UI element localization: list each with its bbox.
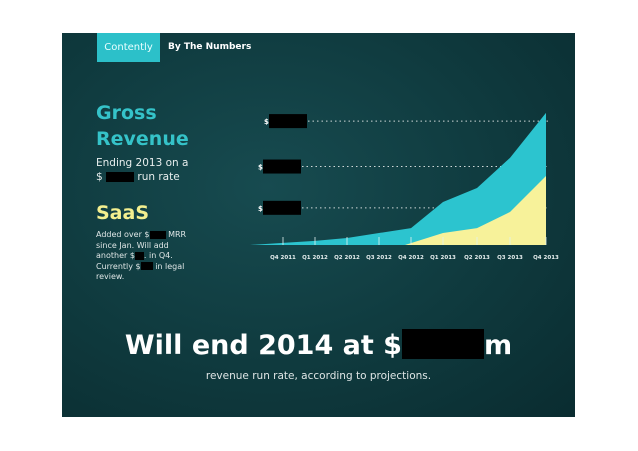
gross-revenue-area (250, 112, 546, 245)
saas-text: Added over $ (96, 230, 150, 239)
saas-text: another $ (96, 251, 135, 260)
gross-title-line1: Gross (96, 102, 157, 124)
x-tick-label: Q4 2011 (270, 255, 296, 261)
gross-revenue-heading: Gross Revenue (96, 100, 189, 152)
x-tick-label: Q4 2013 (533, 255, 559, 261)
redacted-box (106, 171, 135, 183)
redacted-box (263, 159, 301, 174)
headline-suffix: m (483, 330, 513, 361)
ending-suffix: run rate (137, 171, 180, 183)
x-tick-label: Q4 2012 (398, 255, 424, 261)
ending-line1: Ending 2013 on a (96, 157, 189, 169)
contently-logo: Contently (97, 33, 160, 62)
gross-revenue-description: Ending 2013 on a $ run rate (96, 156, 188, 184)
headline-subtext: revenue run rate, according to projectio… (205, 370, 432, 382)
saas-area (405, 176, 546, 245)
headline-prefix: Will end 2014 at $ (124, 330, 402, 361)
y-tick-label: $ (258, 205, 263, 213)
headline: Will end 2014 at $ m (62, 329, 575, 361)
x-tick-label: Q2 2013 (464, 255, 490, 261)
x-tick-label: Q2 2012 (334, 255, 360, 261)
revenue-area-chart: $ $ $ Q4 2011 Q1 2012 Q2 2012 Q3 2012 Q4 2012 Q1… (250, 112, 559, 261)
saas-description: Added over $ MRR since Jan. Will add ano… (96, 230, 206, 283)
x-tick-label: Q1 2013 (430, 255, 456, 261)
x-tick-label: Q3 2012 (366, 255, 392, 261)
y-tick-label: $ (258, 164, 263, 172)
ending-prefix: $ (96, 171, 103, 183)
redacted-box (140, 262, 153, 270)
slide-header-title: By The Numbers (168, 42, 252, 52)
redacted-box (149, 230, 166, 239)
saas-text: in legal (155, 261, 185, 271)
y-tick-label: $ (264, 118, 269, 126)
saas-text: Currently $ (96, 261, 141, 271)
redacted-box (401, 329, 484, 359)
saas-text: MRR (168, 230, 187, 239)
saas-text: review. (96, 272, 125, 281)
x-tick-label: Q1 2012 (302, 255, 328, 261)
gross-title-line2: Revenue (96, 128, 189, 150)
slide: Contently By The Numbers Gross Revenue E… (62, 33, 575, 417)
saas-text: . in Q4. (143, 251, 173, 260)
x-tick-label: Q3 2013 (497, 255, 523, 261)
saas-text: since Jan. Will add (96, 240, 169, 250)
redacted-box (134, 251, 144, 260)
saas-heading: SaaS (96, 202, 150, 224)
redacted-box (263, 200, 301, 215)
redacted-box (269, 114, 307, 129)
